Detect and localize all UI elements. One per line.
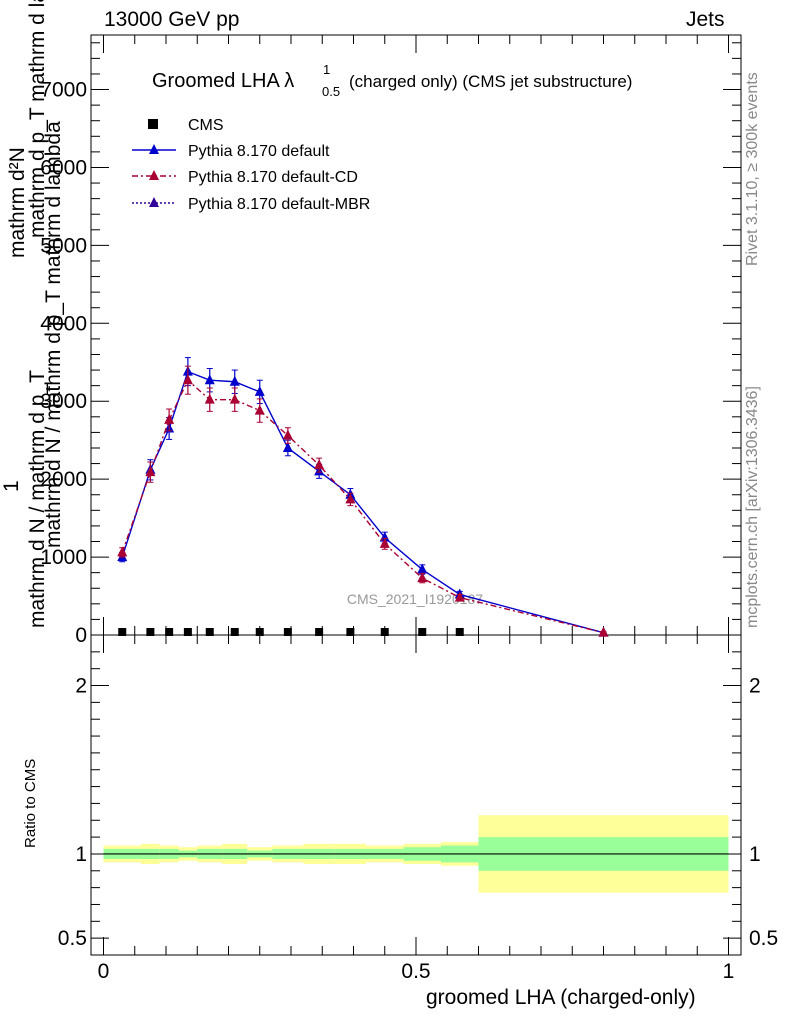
ratio-y-tick-label: 2 bbox=[75, 675, 87, 698]
x-axis-label: groomed LHA (charged-only) bbox=[426, 986, 696, 1009]
chart-title-suffix: (charged only) (CMS jet substructure) bbox=[349, 72, 632, 91]
legend-label: Pythia 8.170 default-CD bbox=[188, 169, 358, 186]
legend-label: Pythia 8.170 default bbox=[188, 143, 330, 160]
series-line bbox=[121, 379, 604, 634]
y-tick-label: 7000 bbox=[40, 79, 87, 102]
header-left: 13000 GeV pp bbox=[104, 8, 240, 31]
data-point-triangle bbox=[164, 413, 175, 424]
data-point-triangle bbox=[345, 493, 356, 504]
data-point-triangle bbox=[254, 404, 265, 415]
ratio-y-tick-label-right: 0.5 bbox=[749, 927, 778, 950]
x-tick-label: 0 bbox=[98, 960, 110, 983]
data-point-triangle bbox=[145, 466, 156, 477]
cms-data-point bbox=[380, 628, 389, 636]
cms-data-point bbox=[230, 628, 239, 636]
chart-title-superscript: 1 bbox=[323, 62, 330, 77]
y-tick-label: 5000 bbox=[40, 234, 87, 257]
y-tick-label: 4000 bbox=[40, 312, 87, 335]
legend-marker-triangle bbox=[149, 197, 159, 207]
legend-label: Pythia 8.170 default-MBR bbox=[188, 196, 370, 213]
ratio-y-tick-label: 0.5 bbox=[58, 927, 87, 950]
data-point-triangle bbox=[417, 563, 428, 574]
cms-data-point bbox=[283, 628, 292, 636]
data-point-triangle bbox=[229, 375, 240, 386]
cms-data-point bbox=[418, 628, 427, 636]
data-point-triangle bbox=[204, 374, 215, 385]
ratio-pad-frame bbox=[90, 634, 742, 956]
cms-data-point bbox=[165, 628, 174, 636]
chart-title-subscript: 0.5 bbox=[322, 84, 340, 99]
x-tick-label: 0.5 bbox=[401, 960, 430, 983]
legend-label: CMS bbox=[188, 117, 224, 134]
data-point-triangle bbox=[598, 626, 609, 637]
legend-marker-triangle bbox=[149, 170, 159, 180]
legend-marker-cms bbox=[148, 119, 158, 129]
cms-data-point bbox=[118, 628, 127, 636]
y-tick-label: 0 bbox=[75, 624, 87, 647]
data-point-triangle bbox=[379, 537, 390, 548]
data-point-triangle bbox=[254, 385, 265, 396]
cms-data-point bbox=[315, 628, 324, 636]
data-point-triangle bbox=[282, 441, 293, 452]
y-tick-label: 2000 bbox=[40, 468, 87, 491]
legend-marker-triangle bbox=[149, 144, 159, 154]
cms-data-point bbox=[183, 628, 192, 636]
y-tick-label: 3000 bbox=[40, 390, 87, 413]
x-tick-label: 1 bbox=[723, 960, 735, 983]
chart-title: Groomed LHA λ bbox=[152, 70, 294, 92]
data-point-triangle bbox=[314, 459, 325, 470]
y-tick-label: 6000 bbox=[40, 156, 87, 179]
series-line bbox=[121, 370, 604, 634]
cms-data-point bbox=[455, 628, 464, 636]
data-point-triangle bbox=[282, 429, 293, 440]
ratio-y-tick-label: 1 bbox=[75, 843, 87, 866]
data-point-triangle bbox=[229, 393, 240, 404]
data-point-triangle bbox=[454, 591, 465, 602]
header-right: Jets bbox=[686, 8, 725, 31]
data-point-triangle bbox=[117, 546, 128, 557]
ratio-y-tick-label-right: 1 bbox=[749, 843, 761, 866]
cms-data-point bbox=[146, 628, 155, 636]
cms-data-point bbox=[255, 628, 264, 636]
data-point-triangle bbox=[182, 374, 193, 385]
cms-data-point bbox=[205, 628, 214, 636]
y-tick-label: 1000 bbox=[40, 546, 87, 569]
data-point-triangle bbox=[204, 393, 215, 404]
cms-data-point bbox=[346, 628, 355, 636]
data-point-triangle bbox=[417, 572, 428, 583]
ratio-y-tick-label-right: 2 bbox=[749, 675, 761, 698]
data-point-triangle bbox=[379, 531, 390, 542]
watermark: CMS_2021_I1920187 bbox=[347, 591, 483, 607]
